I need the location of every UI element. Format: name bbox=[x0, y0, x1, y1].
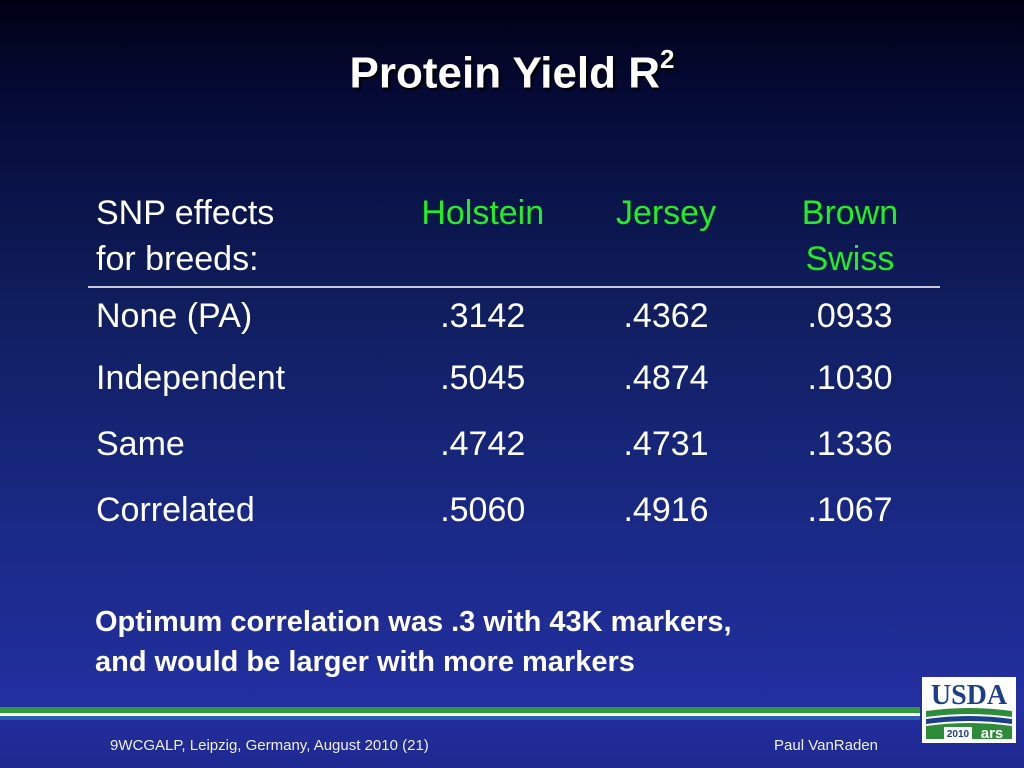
cell-value: .4874 bbox=[623, 358, 709, 397]
header-brown-swiss: Brown Swiss bbox=[760, 190, 940, 287]
footer-rule-green bbox=[0, 707, 920, 713]
row-label: Independent bbox=[96, 358, 286, 397]
table-row: Correlated .5060 .4916 .1067 bbox=[88, 477, 940, 543]
cell-value: .4731 bbox=[623, 424, 709, 463]
header-label-line1: SNP effects bbox=[96, 194, 275, 232]
footer-rule-blue bbox=[0, 716, 920, 720]
header-label-line2: for breeds: bbox=[96, 240, 259, 278]
table-row: None (PA) .3142 .4362 .0933 bbox=[88, 287, 940, 345]
footer-rule-white bbox=[0, 713, 920, 716]
summary-note: Optimum correlation was .3 with 43K mark… bbox=[95, 602, 895, 682]
summary-note-line2: and would be larger with more markers bbox=[95, 646, 635, 678]
row-label: Same bbox=[96, 424, 185, 463]
cell-value: .1030 bbox=[807, 358, 893, 397]
table-row: Same .4742 .4731 .1336 bbox=[88, 411, 940, 477]
cell-value: .5060 bbox=[440, 490, 526, 529]
slide-title: Protein Yield R2 bbox=[0, 44, 1024, 99]
ars-mark: ars bbox=[981, 725, 1004, 742]
header-brown-swiss-line2: Swiss bbox=[805, 240, 895, 278]
usda-logo-text: USDA bbox=[931, 680, 1008, 711]
cell-value: .4742 bbox=[440, 424, 526, 463]
table-row: Independent .5045 .4874 .1030 bbox=[88, 345, 940, 411]
cell-value: .4916 bbox=[623, 490, 709, 529]
table-header-row: SNP effects for breeds: Holstein Jersey … bbox=[88, 190, 940, 287]
header-holstein: Holstein bbox=[393, 190, 572, 287]
header-jersey: Jersey bbox=[572, 190, 760, 287]
slide-title-text: Protein Yield R bbox=[349, 48, 661, 98]
usda-logo-year: 2010 bbox=[947, 729, 970, 740]
slide-title-superscript: 2 bbox=[660, 44, 675, 74]
footer-author: Paul VanRaden bbox=[774, 737, 878, 754]
header-label: SNP effects for breeds: bbox=[88, 190, 393, 287]
cell-value: .1067 bbox=[807, 490, 893, 529]
cell-value: .5045 bbox=[440, 358, 526, 397]
summary-note-line1: Optimum correlation was .3 with 43K mark… bbox=[95, 606, 732, 638]
cell-value: .1336 bbox=[807, 424, 893, 463]
results-table: SNP effects for breeds: Holstein Jersey … bbox=[88, 190, 940, 543]
header-brown-swiss-line1: Brown bbox=[801, 194, 899, 232]
header-holstein-text: Holstein bbox=[421, 194, 545, 232]
footer-conference: 9WCGALP, Leipzig, Germany, August 2010 (… bbox=[110, 737, 429, 754]
cell-value: .4362 bbox=[623, 297, 709, 335]
header-jersey-text: Jersey bbox=[615, 194, 717, 232]
cell-value: .3142 bbox=[440, 297, 526, 335]
row-label: None (PA) bbox=[96, 297, 253, 335]
cell-value: .0933 bbox=[807, 297, 893, 335]
row-label: Correlated bbox=[96, 490, 255, 529]
usda-logo: USDA 2010 ars bbox=[922, 677, 1016, 743]
